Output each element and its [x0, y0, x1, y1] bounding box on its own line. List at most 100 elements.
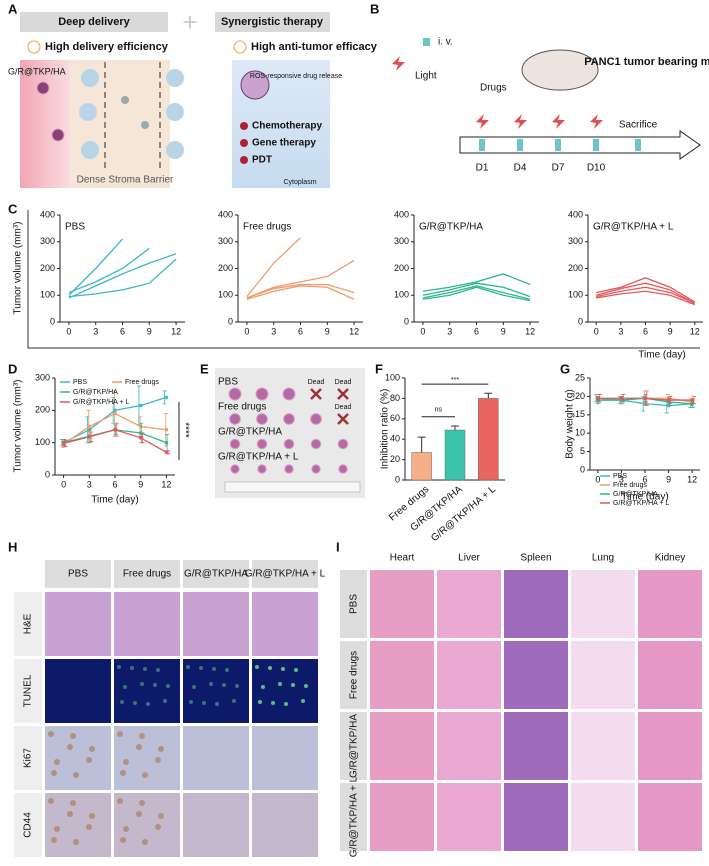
- x-tick-label: 0: [244, 326, 249, 336]
- series-line: [596, 286, 696, 304]
- stain: [89, 813, 95, 819]
- x-tick-label: 0: [61, 479, 66, 489]
- iv-icon: [555, 139, 561, 151]
- header-box: [215, 12, 330, 32]
- tumor: [230, 464, 240, 474]
- stain: [123, 759, 129, 765]
- micrograph: [571, 712, 635, 780]
- header-box: [14, 659, 42, 723]
- nanoparticle: [240, 70, 270, 100]
- micrograph: [504, 641, 568, 709]
- stain: [89, 746, 95, 752]
- micrograph: [183, 793, 249, 857]
- marker: [164, 450, 169, 455]
- stain: [235, 684, 239, 688]
- x-tick-label: 9: [668, 326, 673, 336]
- day-label: D1: [476, 163, 489, 174]
- series-line: [68, 258, 177, 298]
- tumor: [256, 413, 268, 425]
- stain: [281, 667, 285, 671]
- error-bar: [621, 394, 626, 403]
- stain: [202, 701, 206, 705]
- stain: [120, 770, 126, 776]
- plus: +: [182, 7, 197, 37]
- y-tick-label: 0: [580, 464, 585, 474]
- stain: [117, 665, 121, 669]
- label: Dense Stroma Barrier: [77, 175, 174, 186]
- micrograph: [370, 712, 434, 780]
- group-label: Free drugs: [218, 402, 266, 413]
- bracket: [27, 210, 700, 349]
- x-tick-label: 9: [138, 479, 143, 489]
- stain: [156, 668, 160, 672]
- chart-title: G/R@TKP/HA + L: [593, 222, 674, 233]
- x-tick-label: 3: [271, 326, 276, 336]
- series-line: [246, 259, 355, 299]
- micrograph: [252, 726, 318, 790]
- y-tick-label: 0: [395, 474, 400, 484]
- y-axis-label: Inhibition ratio (%): [380, 389, 391, 470]
- light-icon: [514, 114, 527, 129]
- x-tick-label: 12: [349, 326, 359, 336]
- micrograph: [437, 570, 501, 638]
- stain: [166, 684, 170, 688]
- claim: High anti-tumor efficacy: [251, 41, 378, 53]
- y-tick-label: 400: [394, 209, 409, 219]
- stain: [86, 757, 92, 763]
- micrograph: [183, 726, 249, 790]
- cell: [81, 69, 99, 87]
- group-label: PBS: [218, 377, 238, 388]
- stain: [120, 837, 126, 843]
- row-label: H&E: [23, 613, 34, 634]
- tumor: [256, 438, 268, 450]
- micrograph: [252, 592, 318, 656]
- micrograph: [114, 659, 180, 723]
- stain: [301, 699, 305, 703]
- cell: [166, 141, 184, 159]
- y-tick-label: 200: [218, 263, 233, 273]
- label: Light: [415, 71, 437, 82]
- x-tick-label: 6: [474, 326, 479, 336]
- micrograph: [571, 641, 635, 709]
- stain: [209, 682, 213, 686]
- header-box: [14, 592, 42, 656]
- stain: [155, 824, 161, 830]
- micrograph: [437, 783, 501, 851]
- nanoparticle: [36, 81, 50, 95]
- marker: [113, 427, 117, 432]
- legend-label: G/R@TKP/HA: [613, 491, 658, 498]
- tumor: [337, 438, 349, 450]
- header-box: [340, 641, 367, 709]
- legend-label: G/R@TKP/HA + L: [73, 399, 129, 406]
- series-line: [596, 277, 696, 303]
- row-label: TUNEL: [23, 674, 34, 707]
- bar: [444, 429, 466, 481]
- bar: [411, 452, 432, 481]
- iv-icon: [479, 139, 485, 151]
- x-tick-label: 12: [687, 474, 697, 484]
- light-icon: [552, 114, 565, 129]
- dead-label: Dead: [308, 379, 325, 386]
- dead-label: Dead: [335, 404, 352, 411]
- y-tick-label: 0: [50, 316, 55, 326]
- y-tick-label: 5: [580, 446, 585, 456]
- series-line: [68, 247, 150, 294]
- micrograph: [370, 783, 434, 851]
- iv-icon: [517, 139, 523, 151]
- cell: [79, 103, 97, 121]
- stain: [123, 685, 127, 689]
- cell: [81, 141, 99, 159]
- x-tick-label: 9: [147, 326, 152, 336]
- bar: [478, 398, 499, 481]
- series-line: [596, 282, 696, 304]
- y-tick-label: 400: [218, 209, 233, 219]
- column-label: Heart: [390, 553, 415, 564]
- marker: [138, 436, 143, 440]
- y-tick-label: 0: [228, 316, 233, 326]
- stain: [70, 800, 76, 806]
- marker: [666, 398, 671, 402]
- chart-title: G/R@TKP/HA: [419, 222, 483, 233]
- micrograph: [638, 570, 702, 638]
